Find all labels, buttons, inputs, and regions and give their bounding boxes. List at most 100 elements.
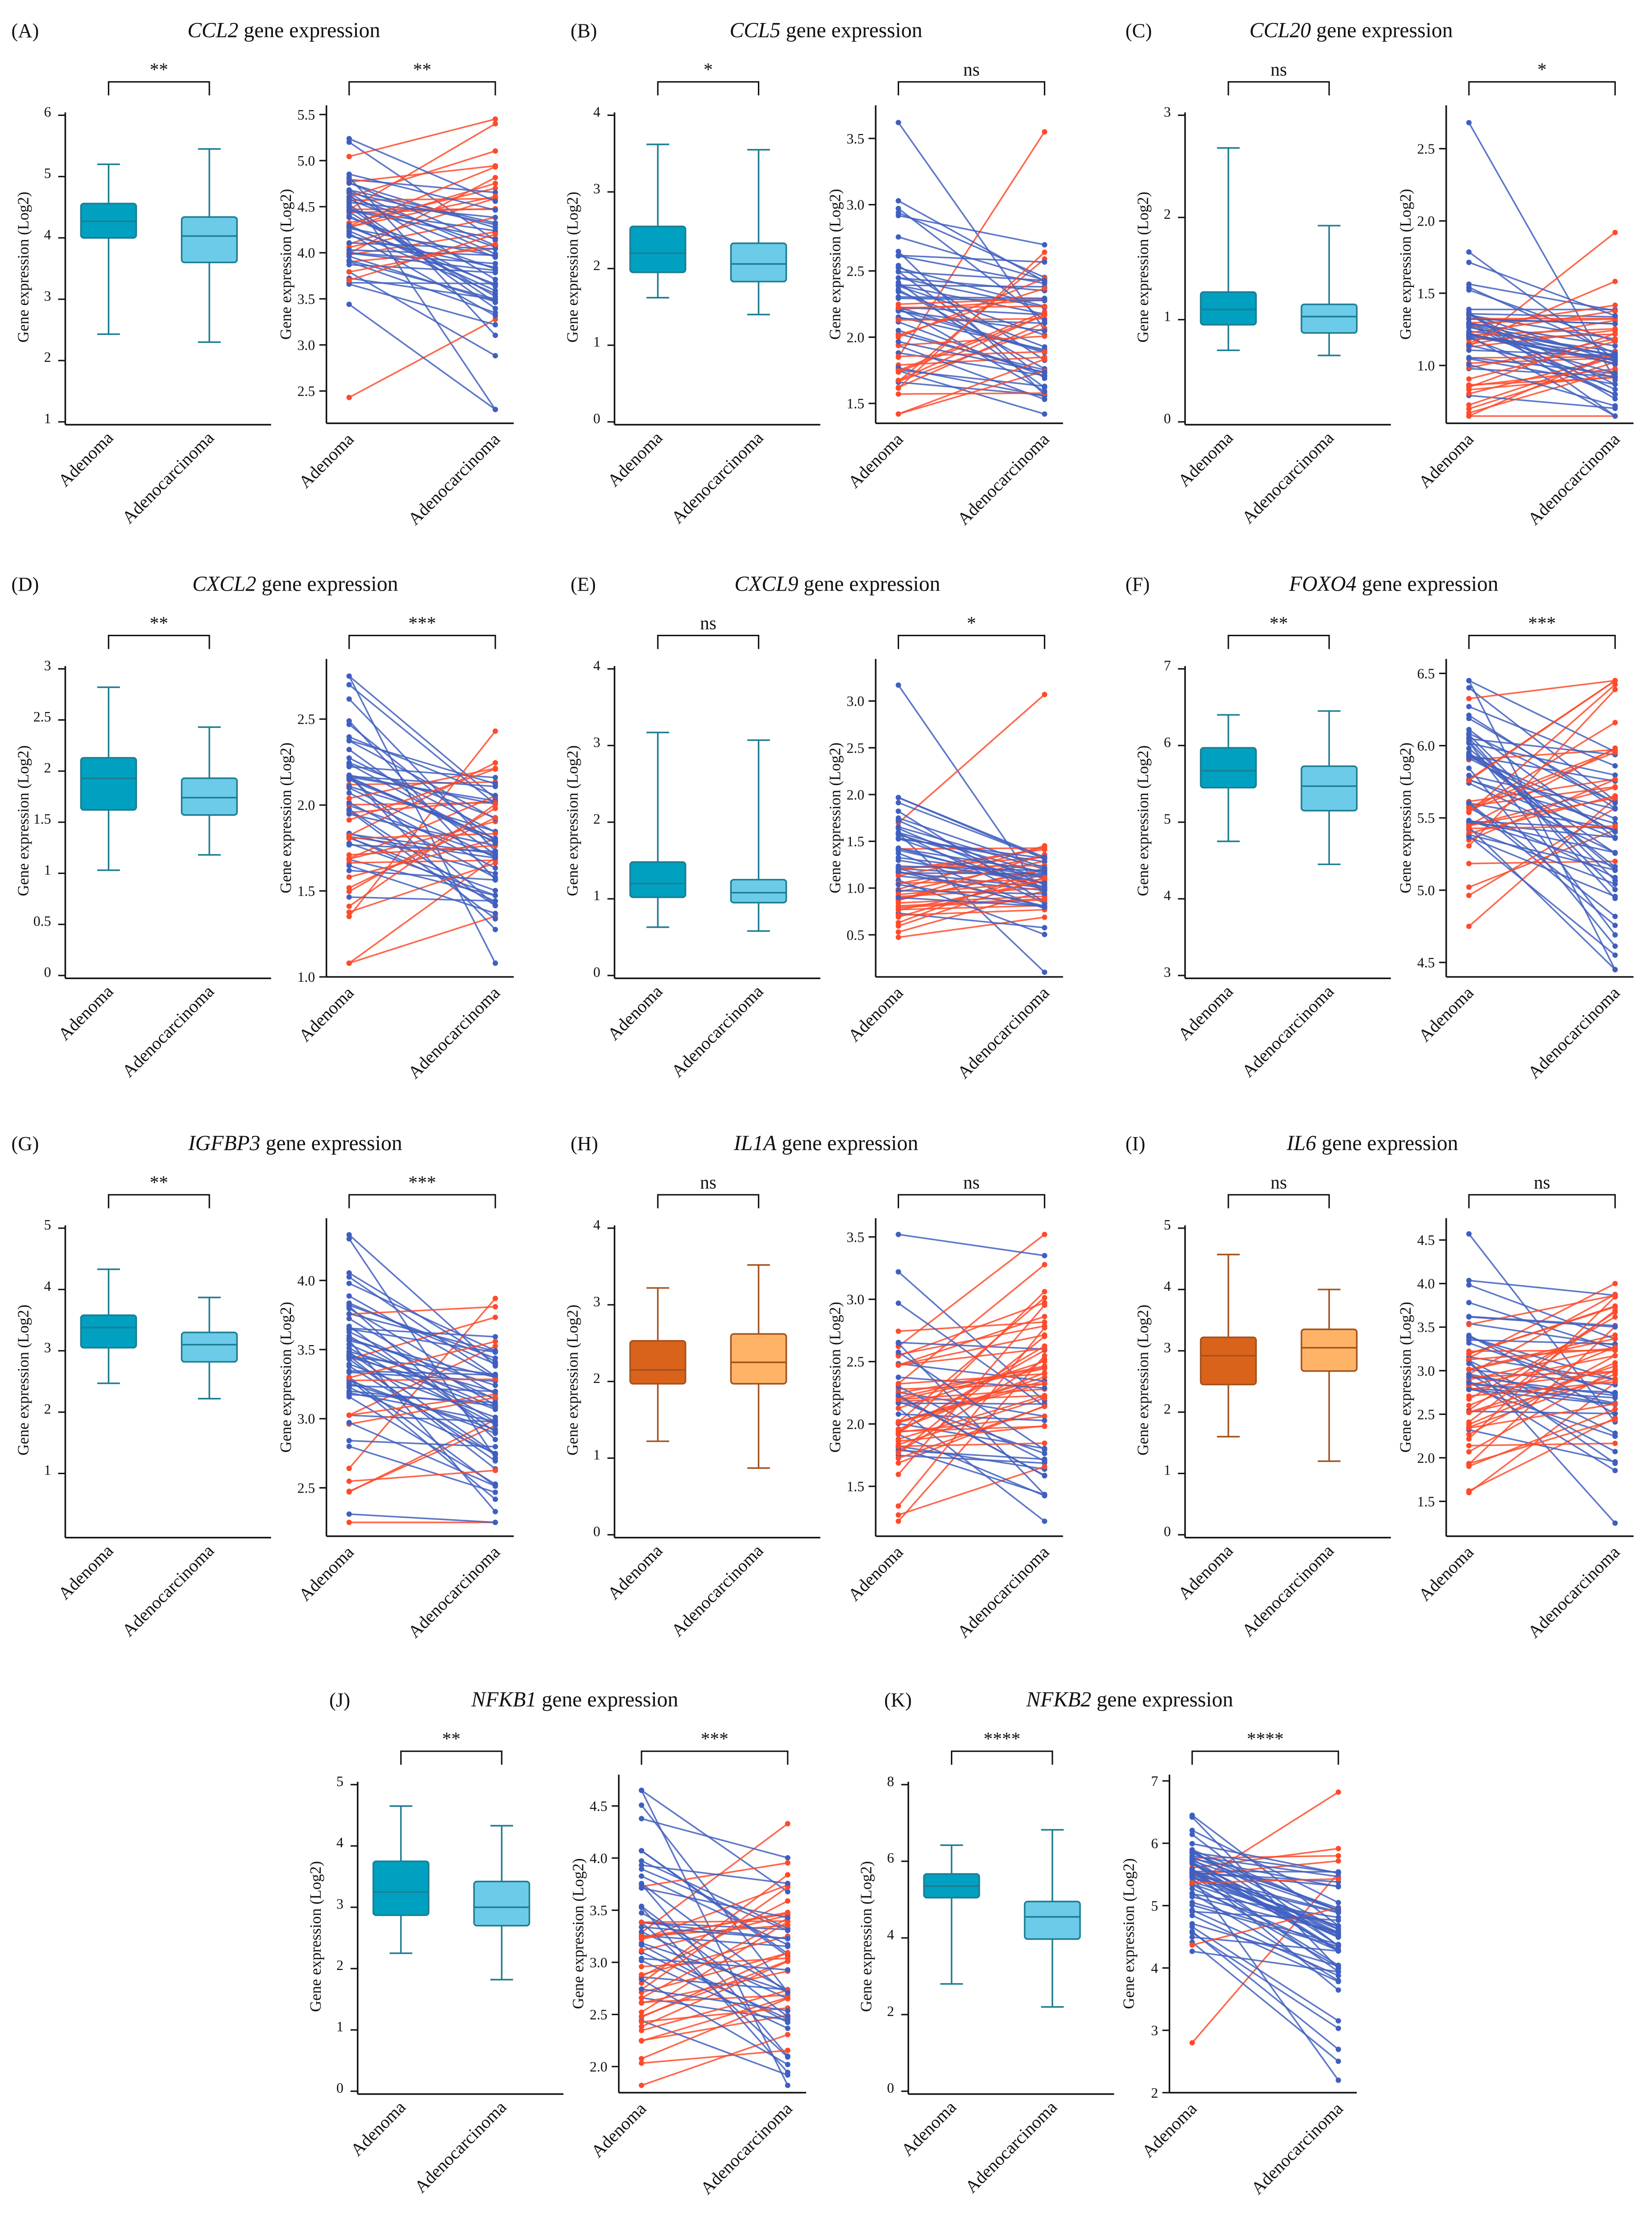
pair-line: [349, 198, 495, 201]
pair-point-adenocarcinoma: [785, 1914, 791, 1920]
pair-point-adenoma: [1466, 311, 1472, 317]
y-tick-label: 1.5: [33, 811, 51, 827]
pair-line: [898, 1321, 1045, 1332]
pair-point-adenocarcinoma: [492, 815, 498, 821]
pair-point-adenocarcinoma: [1612, 1294, 1618, 1300]
box-adenoma: [629, 226, 687, 273]
pair-point-adenocarcinoma: [1612, 1520, 1618, 1526]
significance-label: ***: [408, 613, 436, 633]
pair-line: [349, 1302, 496, 1365]
pair-line: [349, 1378, 495, 1382]
box-adenoma: [372, 1860, 429, 1916]
y-tick-label: 2: [337, 1957, 344, 1973]
pair-point-adenocarcinoma: [1042, 1473, 1047, 1479]
y-tick-label: 8: [887, 1773, 894, 1789]
pair-point-adenoma: [895, 855, 901, 860]
pair-point-adenocarcinoma: [492, 288, 498, 293]
x-tick-label: Adenoma: [295, 1542, 358, 1605]
pair-point-adenocarcinoma: [492, 194, 498, 199]
pair-point-adenoma: [895, 1455, 901, 1461]
title-suffix: gene expression: [1357, 572, 1498, 596]
y-axis-label: Gene expression (Log2): [1397, 1302, 1414, 1452]
pair-line: [898, 1264, 1045, 1384]
pair-point-adenoma: [1466, 1351, 1472, 1357]
x-tick-label: Adenoma: [604, 428, 666, 490]
pair-point-adenoma: [639, 1858, 644, 1864]
pair-point-adenoma: [346, 190, 352, 196]
pair-point-adenoma: [346, 1326, 352, 1332]
x-tick-label: Adenoma: [1415, 429, 1477, 492]
pair-point-adenocarcinoma: [1612, 881, 1618, 887]
y-tick-label: 2: [44, 349, 51, 365]
pair-point-adenoma: [895, 1426, 901, 1432]
pair-point-adenoma: [895, 836, 901, 842]
pair-line: [1468, 752, 1616, 868]
pair-point-adenocarcinoma: [492, 870, 498, 876]
pair-point-adenocarcinoma: [1042, 1262, 1047, 1267]
pair-line: [1468, 738, 1615, 756]
y-tick-label: 3.0: [847, 1292, 864, 1308]
pair-point-adenoma: [895, 800, 901, 805]
pair-line: [1468, 333, 1615, 361]
x-tick-label: Adenocarcinoma: [1524, 429, 1624, 529]
pair-line: [1468, 835, 1616, 956]
pair-line: [898, 909, 1045, 916]
pair-point-adenoma: [1189, 1890, 1195, 1896]
pair-point-adenoma: [346, 1352, 352, 1357]
pair-point-adenoma: [346, 806, 352, 812]
y-axis-label: Gene expression (Log2): [858, 1861, 875, 2012]
pair-point-adenocarcinoma: [1042, 249, 1047, 255]
box-adenoma: [629, 861, 687, 898]
pair-point-adenocarcinoma: [1042, 333, 1047, 339]
x-tick-label: Adenocarcinoma: [404, 1542, 504, 1642]
pair-point-adenoma: [1466, 1332, 1472, 1338]
significance-bracket: [951, 1750, 1053, 1765]
pair-point-adenoma: [895, 1512, 901, 1518]
pair-point-adenocarcinoma: [785, 1821, 791, 1827]
panel-il6: (I) IL6 gene expression 0 1 2 3 4 5 Gene express…: [1126, 1132, 1634, 1642]
pair-point-adenoma: [639, 2019, 644, 2025]
pair-line: [641, 1860, 788, 1929]
pair-point-adenoma: [895, 332, 901, 338]
y-tick-label: 1.5: [847, 834, 864, 850]
significance-bracket: [1191, 1750, 1339, 1765]
x-tick-label: Adenoma: [295, 983, 358, 1045]
pair-point-adenoma: [346, 817, 352, 823]
x-tick-label: Adenocarcinoma: [668, 1540, 767, 1640]
pair-line: [1191, 1932, 1339, 2029]
pair-point-adenocarcinoma: [492, 164, 498, 170]
pair-point-adenoma: [346, 301, 352, 307]
title-suffix: gene expression: [776, 1132, 918, 1155]
pair-point-adenocarcinoma: [492, 766, 498, 772]
pair-point-adenocarcinoma: [1612, 943, 1618, 949]
pair-point-adenoma: [895, 234, 901, 240]
pair-point-adenocarcinoma: [1612, 278, 1618, 284]
pair-point-adenocarcinoma: [1042, 349, 1047, 355]
y-tick-label: 3: [1151, 2023, 1158, 2039]
pair-line: [1191, 1863, 1339, 1952]
pair-point-adenocarcinoma: [1612, 793, 1618, 799]
pair-point-adenocarcinoma: [492, 831, 498, 837]
pair-point-adenocarcinoma: [1042, 1464, 1047, 1470]
pair-point-adenocarcinoma: [1042, 1302, 1047, 1308]
significance-label: ****: [1247, 1729, 1284, 1749]
y-tick-label: 6: [44, 104, 51, 120]
pair-line: [348, 684, 496, 805]
pair-point-adenocarcinoma: [492, 1334, 498, 1340]
pair-line: [1192, 1923, 1339, 1967]
box-adenocarcinoma: [1301, 1328, 1358, 1372]
panel-igfbp3: (G) IGFBP3 gene expression 1 2 3 4 5 Gene expre…: [11, 1132, 514, 1642]
pair-point-adenocarcinoma: [492, 1348, 498, 1354]
y-tick-label: 5.0: [1417, 883, 1435, 898]
pair-line: [348, 1238, 496, 1459]
pair-point-adenoma: [895, 289, 901, 295]
pair-point-adenocarcinoma: [1042, 304, 1047, 310]
y-tick-label: 2.5: [297, 384, 315, 399]
y-tick-label: 1.0: [1417, 358, 1435, 374]
paired-lines: [346, 1232, 498, 1525]
significance-label: ns: [1534, 1172, 1550, 1193]
pair-point-adenocarcinoma: [1612, 396, 1618, 402]
chart-title: CCL5 gene expression: [729, 18, 922, 42]
pair-line: [898, 305, 1045, 309]
pair-line: [348, 698, 496, 852]
